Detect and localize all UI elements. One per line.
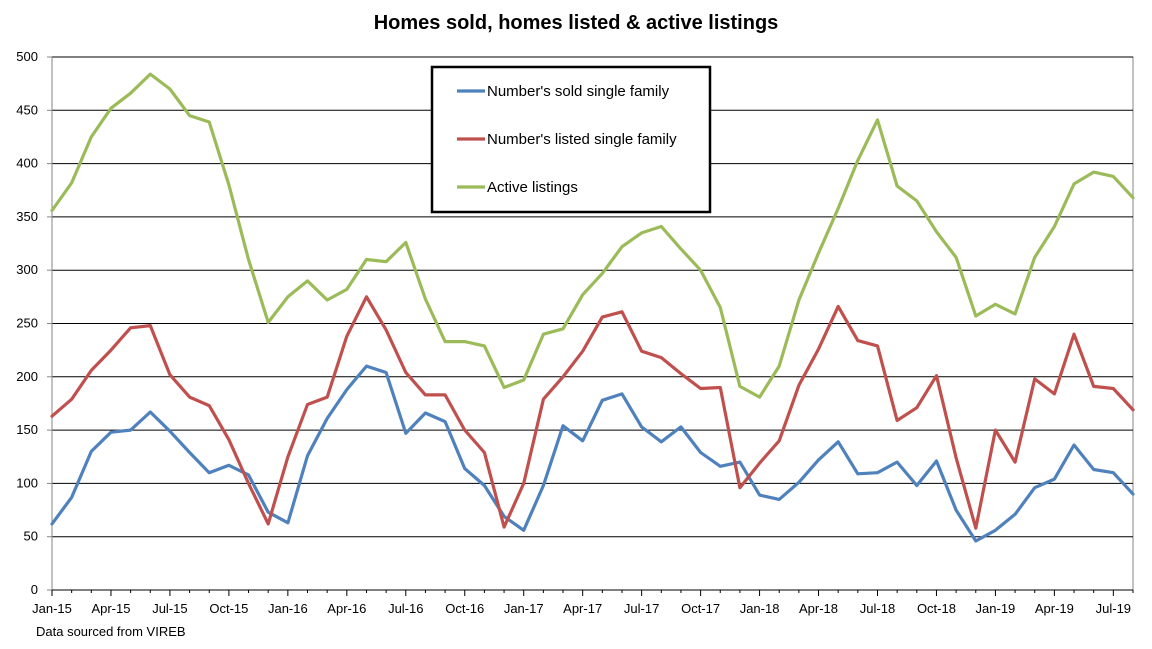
y-tick-label: 400 bbox=[16, 156, 38, 171]
x-tick-label: Jan-16 bbox=[268, 601, 308, 616]
y-tick-label: 150 bbox=[16, 422, 38, 437]
y-tick-label: 250 bbox=[16, 316, 38, 331]
legend: Number's sold single family Number's list… bbox=[430, 65, 712, 214]
x-tick-label: Jan-18 bbox=[740, 601, 780, 616]
x-tick-label: Jul-19 bbox=[1096, 601, 1131, 616]
grid-lines bbox=[51, 56, 1134, 591]
series-line-2 bbox=[50, 295, 1135, 530]
x-tick-label: Oct-17 bbox=[681, 601, 720, 616]
x-tick-label: Jul-17 bbox=[624, 601, 659, 616]
x-tick-label: Apr-18 bbox=[799, 601, 838, 616]
y-tick-label: 500 bbox=[16, 49, 38, 64]
x-tick-label: Oct-16 bbox=[445, 601, 484, 616]
x-tick-label: Oct-15 bbox=[209, 601, 248, 616]
legend-label: Active listings bbox=[487, 179, 578, 196]
y-tick-label: 200 bbox=[16, 369, 38, 384]
x-tick-label: Apr-19 bbox=[1035, 601, 1074, 616]
x-tick-label: Oct-18 bbox=[917, 601, 956, 616]
x-tick-label: Apr-17 bbox=[563, 601, 602, 616]
series-lines bbox=[50, 72, 1135, 543]
y-tick-label: 100 bbox=[16, 475, 38, 490]
y-tick-label: 450 bbox=[16, 102, 38, 117]
x-tick-label: Jul-18 bbox=[860, 601, 895, 616]
series-line-1 bbox=[50, 364, 1135, 543]
axes: 0 50 100 150 200 250 300 350 400 450 500 Jan-15 Apr-… bbox=[16, 49, 1134, 616]
series-line-3 bbox=[50, 72, 1135, 399]
legend-label: Number's listed single family bbox=[487, 131, 677, 148]
x-tick-label: Jan-19 bbox=[976, 601, 1016, 616]
source-note: Data sourced from VIREB bbox=[36, 624, 186, 639]
x-tick-label: Apr-16 bbox=[327, 601, 366, 616]
chart-title: Homes sold, homes listed & active listin… bbox=[373, 12, 779, 34]
x-tick-label: Jul-15 bbox=[152, 601, 187, 616]
y-tick-label: 0 bbox=[31, 582, 38, 597]
legend-label: Number's sold single family bbox=[487, 83, 670, 100]
y-tick-label: 350 bbox=[16, 209, 38, 224]
x-tick-label: Jul-16 bbox=[388, 601, 423, 616]
y-tick-label: 300 bbox=[16, 262, 38, 277]
x-tick-label: Jan-17 bbox=[504, 601, 544, 616]
x-tick-label: Jan-15 bbox=[32, 601, 72, 616]
x-tick-label: Apr-15 bbox=[91, 601, 130, 616]
y-tick-label: 50 bbox=[24, 529, 38, 544]
